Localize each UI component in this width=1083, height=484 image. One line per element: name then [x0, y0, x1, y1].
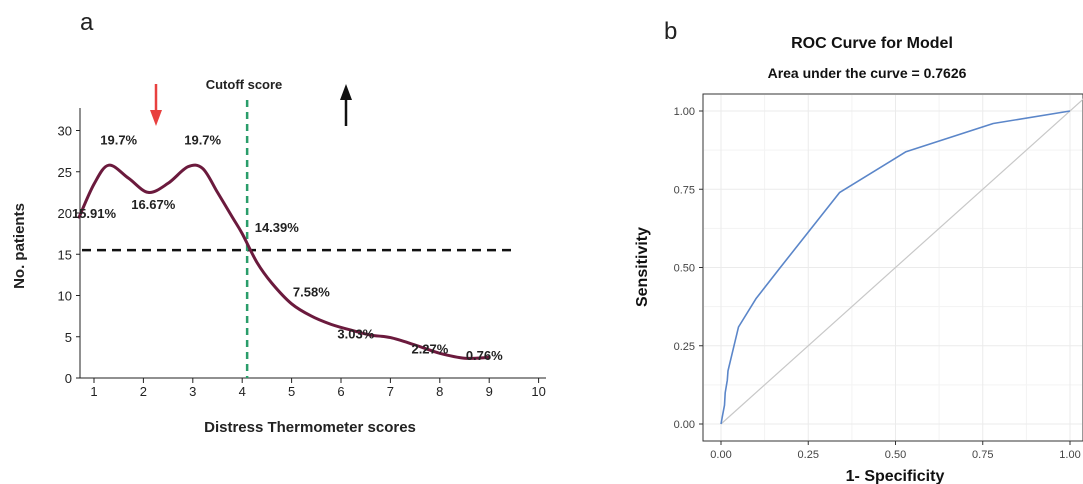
panel-a-y-tick-label: 20 [58, 206, 72, 221]
panel-a-cutoff-label: Cutoff score [206, 77, 283, 92]
panel-b-y-tick-label: 0.75 [674, 184, 695, 196]
panel-a-x-tick-label: 2 [140, 384, 147, 399]
panel-b-subtitle: Area under the curve = 0.7626 [768, 65, 967, 81]
panel-b-x-tick-label: 1.00 [1059, 449, 1080, 461]
panel-a-y-tick-label: 10 [58, 289, 72, 304]
panel-a-y-tick-label: 0 [65, 371, 72, 386]
panel-a-y-tick-label: 15 [58, 247, 72, 262]
panel-b-roc-curve [720, 110, 1071, 425]
panel-b-x-tick-label: 0.00 [710, 449, 731, 461]
panel-b-y-tick-label: 0.50 [674, 263, 695, 275]
panel-a-y-axis-label: No. patients [11, 203, 28, 289]
panel-a-y-tick-label: 30 [58, 124, 72, 139]
panel-b-y-tick-label: 0.00 [674, 419, 695, 431]
panel-a-reference-lines: Cutoff score [82, 77, 512, 378]
panel-b-x-tick-label: 0.75 [972, 449, 993, 461]
panel-a-axes: 0 5 10 15 20 25 30 1 2 3 4 5 6 7 8 9 10 [58, 108, 546, 399]
up-arrow-icon [340, 84, 352, 126]
panel-b-x-tick-label: 0.25 [798, 449, 819, 461]
panel-b-reference-diagonal [720, 98, 1083, 425]
panel-a-x-tick-label: 6 [337, 384, 344, 399]
panel-a-x-tick-label: 8 [436, 384, 443, 399]
panel-b-y-tick-label: 0.25 [674, 341, 695, 353]
panel-b-title: ROC Curve for Model [791, 35, 953, 52]
panel-a-data-label: 3.03% [337, 326, 374, 341]
panel-a: a 0 5 10 15 20 25 30 1 2 3 4 5 6 7 8 9 10 Cutoff score 1… [11, 9, 546, 436]
panel-a-x-tick-label: 4 [239, 384, 246, 399]
panel-b-x-tick-label: 0.50 [885, 449, 906, 461]
panel-a-arrows [150, 84, 352, 126]
panel-b-axes: 0.00 0.25 0.50 0.75 1.00 0.00 0.25 0.50 0.75 1.00 [674, 106, 1081, 461]
panel-b-grid [704, 95, 1082, 440]
panel-a-y-tick-label: 5 [65, 330, 72, 345]
panel-a-data-labels: 19.7% 19.7% 15.91% 16.67% 14.39% 7.58% 3.03% 2.… [72, 133, 503, 363]
panel-a-x-tick-label: 5 [288, 384, 295, 399]
panel-a-data-label: 2.27% [411, 341, 448, 356]
panel-a-data-label: 19.7% [100, 133, 137, 148]
panel-a-data-label: 15.91% [72, 206, 117, 221]
panel-a-x-axis-label: Distress Thermometer scores [204, 419, 416, 436]
panel-a-x-tick-label: 7 [387, 384, 394, 399]
panel-b-letter: b [664, 18, 677, 45]
panel-a-x-tick-label: 3 [189, 384, 196, 399]
panel-a-x-tick-label: 9 [486, 384, 493, 399]
down-arrow-icon [150, 84, 162, 126]
panel-b: b ROC Curve for Model Area under the cur… [634, 18, 1083, 484]
panel-a-data-label: 19.7% [184, 133, 221, 148]
panel-b-series [720, 98, 1083, 425]
panel-a-data-label: 16.67% [131, 197, 176, 212]
panel-a-series-line [77, 163, 491, 360]
panel-a-data-label: 14.39% [255, 220, 300, 235]
panel-b-x-axis-label: 1- Specificity [846, 468, 945, 484]
panel-a-x-tick-label: 10 [531, 384, 545, 399]
panel-a-data-label: 0.76% [466, 348, 503, 363]
panel-a-x-tick-label: 1 [90, 384, 97, 399]
panel-b-y-tick-label: 1.00 [674, 106, 695, 118]
panel-a-letter: a [80, 9, 94, 36]
panel-a-data-label: 7.58% [293, 284, 330, 299]
panel-a-y-tick-label: 25 [58, 165, 72, 180]
panel-b-y-axis-label: Sensitivity [634, 227, 651, 307]
panel-a-series [77, 163, 491, 360]
